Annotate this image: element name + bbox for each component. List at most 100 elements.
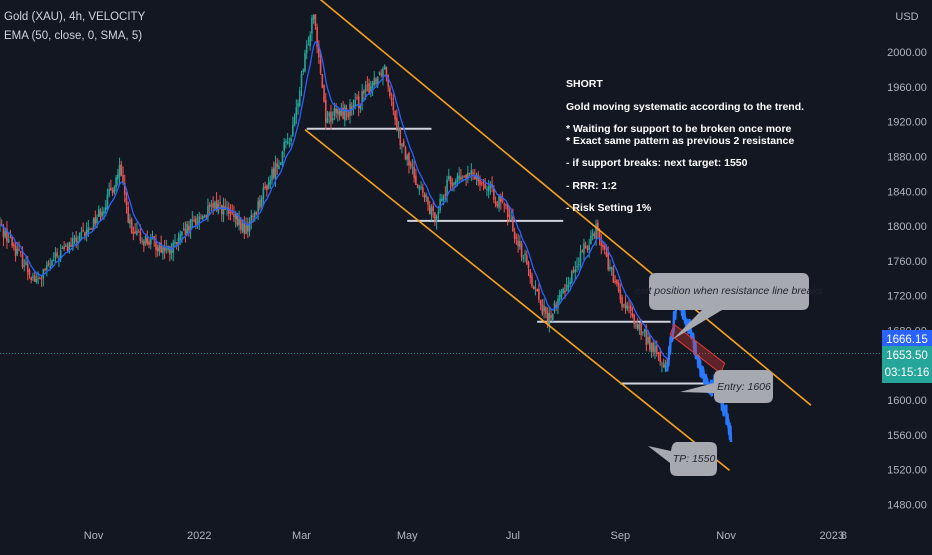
candle-body bbox=[245, 225, 247, 234]
candle-body bbox=[616, 279, 618, 285]
note-line: - if support breaks: next target: 1550 bbox=[566, 157, 748, 169]
candle-body bbox=[127, 207, 130, 223]
candle-body bbox=[328, 112, 331, 117]
candle-body bbox=[40, 278, 43, 280]
candle-body bbox=[442, 195, 445, 201]
candle-body bbox=[293, 117, 296, 127]
candle-body bbox=[257, 201, 259, 212]
candle-body bbox=[588, 245, 590, 250]
candle-body bbox=[525, 255, 528, 264]
candle-body bbox=[664, 362, 667, 369]
candle-body bbox=[231, 211, 233, 214]
candle-body bbox=[103, 211, 105, 214]
y-axis[interactable]: USD 2000.00 1960.00 1920.00 1880.00 1840.00 18… bbox=[887, 11, 927, 511]
candle-body bbox=[212, 202, 214, 208]
candle-body bbox=[281, 151, 284, 164]
candle-body bbox=[125, 197, 128, 206]
candle-body bbox=[383, 65, 386, 70]
candle-body bbox=[165, 248, 168, 250]
candle-body bbox=[196, 222, 199, 224]
candle-body bbox=[179, 234, 182, 241]
candle-body bbox=[158, 244, 161, 252]
candle-body bbox=[59, 250, 62, 260]
candle-body bbox=[96, 217, 98, 223]
tp-callout[interactable]: TP: 1550 bbox=[648, 442, 717, 476]
candle-body bbox=[326, 118, 329, 123]
candle-body bbox=[572, 270, 575, 272]
candle-body bbox=[437, 211, 440, 215]
candle-body bbox=[609, 267, 611, 270]
indicator-legend[interactable]: EMA (50, close, 0, SMA, 5) bbox=[4, 30, 143, 42]
candle-body bbox=[286, 141, 289, 143]
candle-body bbox=[487, 186, 490, 192]
candle-body bbox=[201, 216, 204, 220]
y-tick-label: 1600.00 bbox=[887, 395, 927, 407]
candle-body bbox=[610, 266, 613, 270]
candle-body bbox=[560, 290, 563, 297]
candle-body bbox=[538, 288, 540, 300]
candle-body bbox=[590, 235, 592, 245]
candle-body bbox=[392, 101, 395, 111]
x-tick-label: 2022 bbox=[187, 530, 211, 542]
candle-body bbox=[198, 216, 201, 223]
candle-body bbox=[44, 268, 46, 271]
x-tick-label: Jul bbox=[506, 530, 520, 542]
candle-body bbox=[498, 195, 500, 208]
candle-body bbox=[156, 247, 159, 252]
candle-body bbox=[605, 251, 608, 257]
candle-body bbox=[638, 324, 641, 330]
candle-body bbox=[136, 230, 138, 235]
candle-body bbox=[117, 174, 119, 180]
candle-body bbox=[387, 75, 389, 87]
candle-body bbox=[396, 117, 398, 129]
candle-body bbox=[120, 164, 123, 176]
candle-body bbox=[252, 215, 254, 217]
candle-body bbox=[13, 244, 15, 247]
candle-body bbox=[54, 252, 57, 259]
candle-body bbox=[297, 103, 299, 107]
exit-callout[interactable]: exit position when resistance line break… bbox=[635, 273, 824, 340]
candle-body bbox=[635, 324, 637, 327]
candle-body bbox=[272, 168, 275, 178]
candle-body bbox=[621, 297, 623, 308]
candle-body bbox=[118, 165, 121, 177]
candle-body bbox=[409, 163, 412, 167]
candle-body bbox=[586, 248, 589, 251]
candle-body bbox=[331, 118, 334, 121]
candle-body bbox=[269, 180, 272, 185]
candle-body bbox=[318, 44, 320, 58]
candle-body bbox=[94, 217, 97, 224]
candle-body bbox=[520, 243, 523, 257]
exit-callout-text: exit position when resistance line break… bbox=[635, 285, 824, 297]
candle-body bbox=[623, 304, 625, 306]
candle-body bbox=[434, 212, 436, 221]
candle-body bbox=[614, 281, 616, 283]
x-tick-label: May bbox=[397, 530, 418, 542]
symbol-legend[interactable]: Gold (XAU), 4h, VELOCITY bbox=[4, 11, 146, 23]
candle-body bbox=[174, 241, 176, 244]
candle-body bbox=[564, 290, 566, 293]
candle-body bbox=[512, 216, 514, 232]
candle-body bbox=[267, 182, 270, 189]
candle-body bbox=[23, 265, 26, 267]
candle-body bbox=[482, 181, 485, 183]
channel-line bbox=[319, 0, 812, 406]
candle-body bbox=[531, 275, 533, 286]
candle-body bbox=[276, 163, 279, 167]
candle-body bbox=[524, 253, 526, 256]
last-price-tag: 1653.50 bbox=[882, 346, 932, 366]
candle-body bbox=[617, 282, 620, 291]
candle-body bbox=[425, 195, 428, 198]
candle-body bbox=[441, 198, 443, 202]
candle-body bbox=[655, 345, 658, 354]
candle-body bbox=[45, 264, 48, 270]
candle-body bbox=[200, 217, 202, 219]
candle-body bbox=[330, 111, 332, 122]
candle-body bbox=[141, 240, 143, 242]
candle-body bbox=[11, 236, 13, 246]
entry-callout[interactable]: Entry: 1606 bbox=[680, 370, 773, 403]
candle-body bbox=[295, 107, 298, 118]
